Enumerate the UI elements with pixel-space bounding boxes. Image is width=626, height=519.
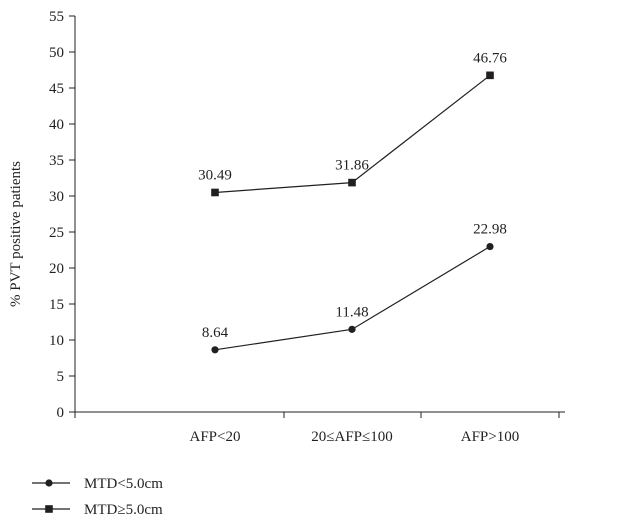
x-tick-label: AFP<20 [190, 429, 241, 445]
y-axis-title: % PVT positive patients [8, 161, 24, 307]
y-tick-label: 25 [49, 225, 64, 241]
y-tick-label: 15 [49, 297, 64, 313]
y-tick-label: 45 [49, 81, 64, 97]
data-label: 11.48 [335, 304, 368, 320]
legend: MTD<5.0cm MTD≥5.0cm [32, 476, 163, 518]
data-point-square [486, 71, 494, 80]
y-tick-label: 20 [49, 261, 64, 277]
y-tick-label: 50 [49, 45, 64, 61]
series-line-1 [214, 246, 491, 351]
series-markers [211, 71, 494, 354]
x-tick-label: 20≤AFP≤100 [311, 429, 392, 445]
axes: 0 5 10 15 20 25 30 35 40 45 50 55 AFP<20 20≤AFP≤100 AF… [49, 9, 565, 445]
data-labels: 8.64 11.48 22.98 30.49 31.86 46.76 [198, 50, 507, 340]
series-line-2 [214, 74, 491, 194]
data-point-square [348, 178, 356, 187]
data-label: 22.98 [473, 222, 507, 238]
data-label: 46.76 [473, 50, 507, 66]
y-tick-label: 5 [57, 369, 65, 385]
y-tick-label: 40 [49, 117, 64, 133]
data-point-circle [348, 325, 356, 333]
legend-label: MTD≥5.0cm [84, 502, 163, 518]
y-tick-label: 30 [49, 189, 64, 205]
y-tick-label: 35 [49, 153, 64, 169]
data-point-square [211, 188, 219, 197]
y-tick-label: 10 [49, 333, 64, 349]
data-label: 8.64 [202, 325, 229, 341]
data-label: 31.86 [335, 158, 369, 174]
legend-marker-square [45, 505, 53, 513]
data-point-circle [486, 242, 494, 251]
legend-label: MTD<5.0cm [84, 476, 163, 492]
y-tick-label: 55 [49, 9, 64, 25]
legend-marker-circle [45, 479, 53, 487]
data-label: 30.49 [198, 167, 232, 183]
x-tick-label: AFP>100 [461, 429, 519, 445]
y-tick-label: 0 [57, 405, 65, 421]
data-point-circle [211, 346, 219, 354]
